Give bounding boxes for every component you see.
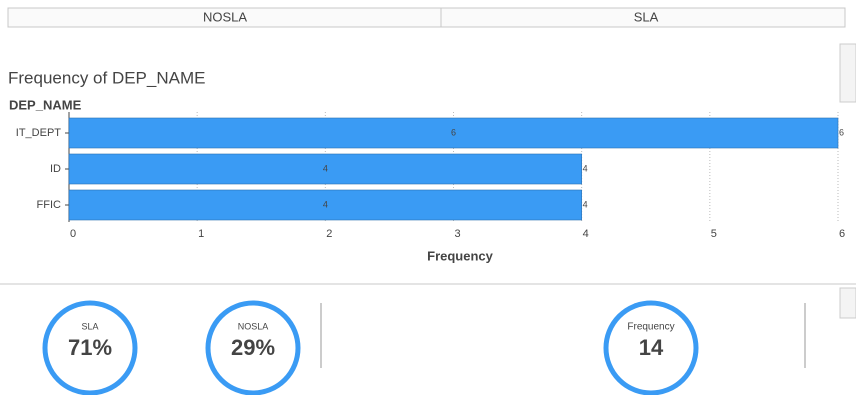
bar-label: 4: [323, 199, 328, 209]
chart-title: Frequency of DEP_NAME: [8, 68, 205, 87]
kpi-value: 14: [639, 335, 664, 360]
y-axis-label: DEP_NAME: [9, 97, 82, 112]
kpi-ring: [205, 300, 301, 395]
kpi-label: SLA: [81, 321, 98, 331]
x-tick-label: 0: [70, 228, 76, 240]
x-axis-label: Frequency: [427, 248, 494, 263]
y-tick-label: ID: [50, 163, 61, 175]
kpi-row: SLA 71% NOSLA 29% Frequency 14: [42, 300, 699, 395]
x-tick-label: 2: [326, 228, 332, 240]
scroll-handle[interactable]: [839, 43, 856, 103]
x-tick-label: 5: [711, 228, 717, 240]
tab[interactable]: SLA: [634, 9, 659, 24]
kpi-label: NOSLA: [238, 321, 269, 331]
x-tick-label: 1: [198, 228, 204, 240]
bar-end-label: 4: [583, 163, 588, 173]
kpi-value: 71%: [68, 335, 112, 360]
tab[interactable]: NOSLA: [203, 9, 247, 24]
bar-end-label: 6: [839, 127, 844, 137]
bar: [68, 153, 582, 185]
y-tick-label: IT_DEPT: [16, 127, 62, 139]
y-tick-label: FFIC: [37, 199, 61, 211]
x-tick-label: 6: [839, 228, 845, 240]
bar: [68, 189, 582, 221]
bar: [68, 117, 839, 149]
x-tick-label: 3: [454, 228, 460, 240]
tab-bar: [7, 7, 846, 28]
bar-label: 6: [451, 127, 456, 137]
bar-label: 4: [323, 163, 328, 173]
scroll-handle[interactable]: [839, 287, 856, 319]
kpi-value: 29%: [231, 335, 275, 360]
kpi-label: Frequency: [627, 322, 674, 333]
x-tick-label: 4: [583, 228, 589, 240]
kpi-ring: [42, 300, 138, 395]
kpi-ring: [603, 300, 699, 395]
bar-end-label: 4: [583, 199, 588, 209]
